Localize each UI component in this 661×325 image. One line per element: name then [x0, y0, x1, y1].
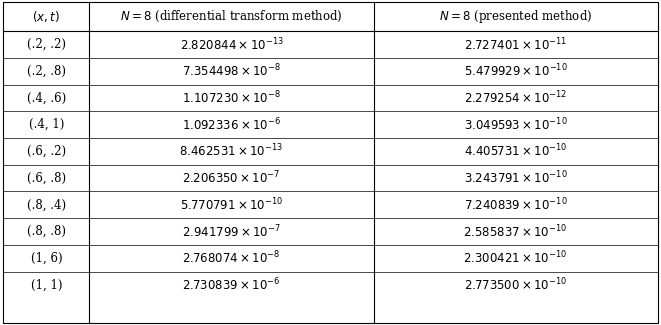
Text: $5.479929 \times 10^{-10}$: $5.479929 \times 10^{-10}$	[464, 63, 568, 80]
Text: $2.730839 \times 10^{-6}$: $2.730839 \times 10^{-6}$	[182, 277, 281, 293]
Text: $(x, t)$: $(x, t)$	[32, 9, 60, 24]
Text: $3.243791 \times 10^{-10}$: $3.243791 \times 10^{-10}$	[464, 170, 568, 187]
Text: (.6, .8): (.6, .8)	[27, 172, 66, 185]
Text: $2.206350 \times 10^{-7}$: $2.206350 \times 10^{-7}$	[182, 170, 281, 187]
Text: $N = 8$ (differential transform method): $N = 8$ (differential transform method)	[120, 9, 343, 24]
Text: $2.727401 \times 10^{-11}$: $2.727401 \times 10^{-11}$	[464, 36, 567, 53]
Text: $7.354498 \times 10^{-8}$: $7.354498 \times 10^{-8}$	[182, 63, 281, 80]
Text: $2.941799 \times 10^{-7}$: $2.941799 \times 10^{-7}$	[182, 223, 281, 240]
Text: (.2, .2): (.2, .2)	[27, 38, 66, 51]
Text: $N = 8$ (presented method): $N = 8$ (presented method)	[439, 8, 592, 25]
Text: (.8, .4): (.8, .4)	[27, 198, 66, 211]
Text: $4.405731 \times 10^{-10}$: $4.405731 \times 10^{-10}$	[464, 143, 567, 160]
Text: $8.462531 \times 10^{-13}$: $8.462531 \times 10^{-13}$	[179, 143, 284, 160]
Text: $1.107230 \times 10^{-8}$: $1.107230 \times 10^{-8}$	[182, 90, 281, 106]
Text: $2.820844 \times 10^{-13}$: $2.820844 \times 10^{-13}$	[180, 36, 284, 53]
Text: $2.773500 \times 10^{-10}$: $2.773500 \times 10^{-10}$	[464, 277, 567, 293]
Text: $1.092336 \times 10^{-6}$: $1.092336 \times 10^{-6}$	[182, 116, 281, 133]
Text: $2.279254 \times 10^{-12}$: $2.279254 \times 10^{-12}$	[464, 90, 567, 106]
Text: $7.240839 \times 10^{-10}$: $7.240839 \times 10^{-10}$	[464, 197, 568, 213]
Text: (.4, .6): (.4, .6)	[26, 92, 66, 105]
Text: (.4, 1): (.4, 1)	[28, 118, 64, 131]
Text: $2.585837 \times 10^{-10}$: $2.585837 \times 10^{-10}$	[463, 223, 568, 240]
Text: $2.300421 \times 10^{-10}$: $2.300421 \times 10^{-10}$	[463, 250, 568, 266]
Text: (.8, .8): (.8, .8)	[27, 225, 66, 238]
Text: (.2, .8): (.2, .8)	[27, 65, 66, 78]
Text: (1, 1): (1, 1)	[30, 279, 62, 292]
Text: $2.768074 \times 10^{-8}$: $2.768074 \times 10^{-8}$	[182, 250, 280, 266]
Text: (1, 6): (1, 6)	[30, 252, 62, 265]
Text: $5.770791 \times 10^{-10}$: $5.770791 \times 10^{-10}$	[180, 197, 283, 213]
Text: (.6, .2): (.6, .2)	[27, 145, 66, 158]
Text: $3.049593 \times 10^{-10}$: $3.049593 \times 10^{-10}$	[464, 116, 568, 133]
